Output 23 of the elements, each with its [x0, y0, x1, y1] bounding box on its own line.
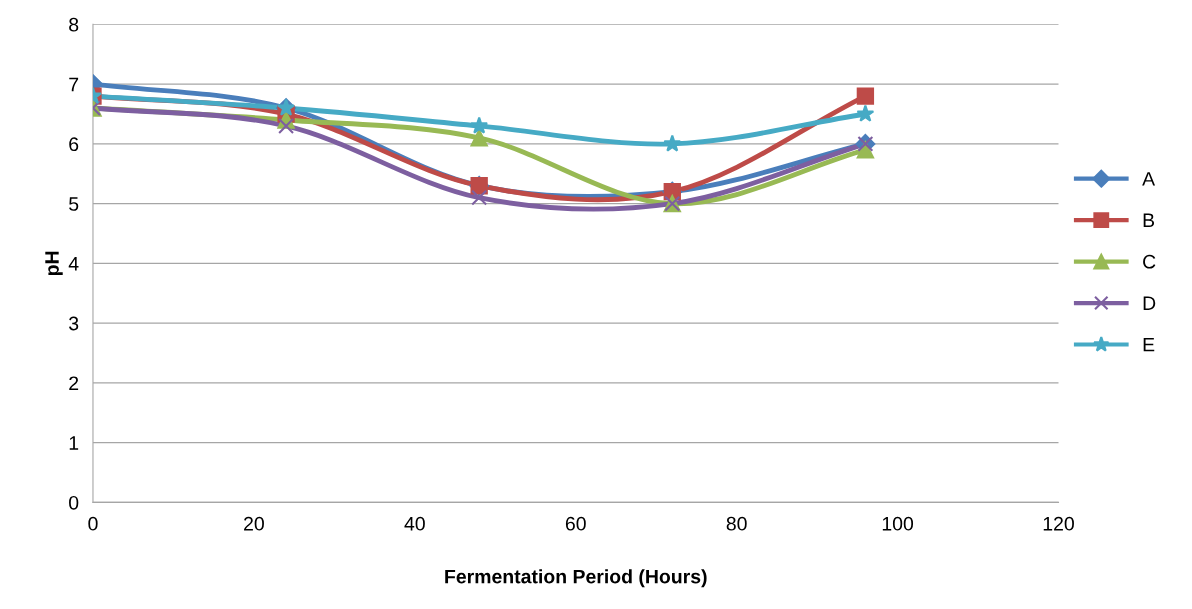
x-tick-label: 60	[565, 516, 586, 531]
y-tick-label: 6	[69, 137, 79, 152]
y-tick-label: 5	[69, 197, 79, 211]
x-tick-label: 80	[726, 516, 747, 531]
x-tick-label: 0	[88, 516, 98, 531]
x-axis-title: Fermentation Period (Hours)	[445, 569, 707, 588]
y-tick-label: 2	[69, 376, 79, 390]
legend-label: C	[1143, 254, 1156, 269]
y-tick-label: 1	[69, 436, 79, 450]
x-tick-label: 40	[404, 516, 425, 531]
y-axis-title: pH	[45, 251, 63, 276]
y-tick-label: 4	[68, 257, 79, 271]
legend-label: A	[1142, 172, 1156, 186]
y-tick-label: 3	[69, 316, 79, 331]
legend-label: E	[1143, 337, 1155, 352]
legend-label: B	[1143, 213, 1155, 227]
x-tick-label: 120	[1043, 516, 1074, 531]
y-tick-label: 0	[69, 495, 79, 510]
x-tick-label: 100	[882, 516, 914, 531]
legend-label: D	[1143, 296, 1156, 310]
y-tick-label: 7	[69, 77, 79, 92]
y-tick-label: 8	[69, 17, 79, 32]
x-tick-label: 20	[244, 516, 264, 531]
